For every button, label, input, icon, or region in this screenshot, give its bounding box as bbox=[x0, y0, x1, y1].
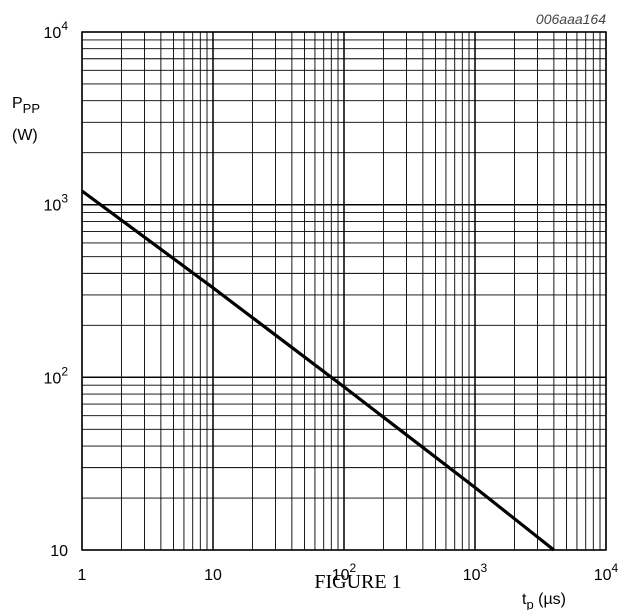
y-axis-label: PPP bbox=[12, 95, 40, 116]
y-tick-label: 104 bbox=[44, 19, 69, 42]
grid-lines bbox=[81, 31, 607, 551]
y-tick-labels: 10 102 103 104 bbox=[44, 19, 69, 560]
series-line bbox=[81, 189, 555, 552]
x-tick-label: 10 bbox=[204, 567, 222, 584]
series-group bbox=[81, 189, 555, 552]
x-tick-label: 104 bbox=[594, 561, 619, 584]
x-tick-label: 1 bbox=[78, 567, 87, 584]
figure-code-label: 006aaa164 bbox=[536, 11, 606, 27]
x-tick-labels: 1 10 102 103 104 bbox=[78, 561, 619, 584]
y-tick-label: 103 bbox=[44, 192, 69, 215]
plot-border bbox=[81, 31, 607, 551]
x-tick-label: 102 bbox=[332, 561, 357, 584]
y-tick-label: 102 bbox=[44, 364, 69, 387]
y-axis-unit: (W) bbox=[12, 127, 38, 144]
figure-caption: FIGURE 1 bbox=[314, 571, 401, 593]
x-axis-label: tp (µs) bbox=[522, 591, 566, 610]
y-tick-label: 10 bbox=[50, 543, 68, 560]
x-tick-label: 103 bbox=[463, 561, 488, 584]
